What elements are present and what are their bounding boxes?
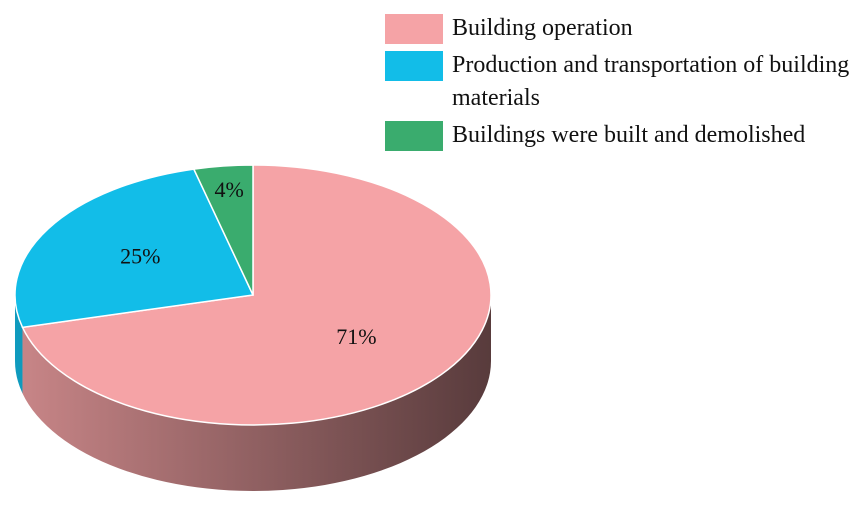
slice: [192, 164, 254, 296]
slice-side: [22, 295, 492, 492]
legend-label: Production and transportation of buildin…: [452, 52, 850, 111]
legend-label: Buildings were built and demolished: [452, 122, 806, 148]
data-label: 71%: [336, 324, 376, 349]
legend-swatch: [385, 51, 443, 81]
data-label: 4%: [214, 177, 243, 202]
legend-label: Building operation: [452, 15, 633, 41]
legend-item: Buildings were built and demolished: [385, 119, 862, 152]
slice: [21, 164, 492, 426]
legend-swatch: [385, 121, 443, 151]
legend-swatch: [385, 14, 443, 44]
legend-item: Building operation: [385, 12, 862, 45]
slice-side: [15, 295, 23, 394]
slice: [14, 168, 255, 329]
legend-item: Production and transportation of buildin…: [385, 49, 862, 115]
legend: Building operation Production and transpo…: [385, 12, 862, 156]
data-label: 25%: [120, 244, 160, 269]
